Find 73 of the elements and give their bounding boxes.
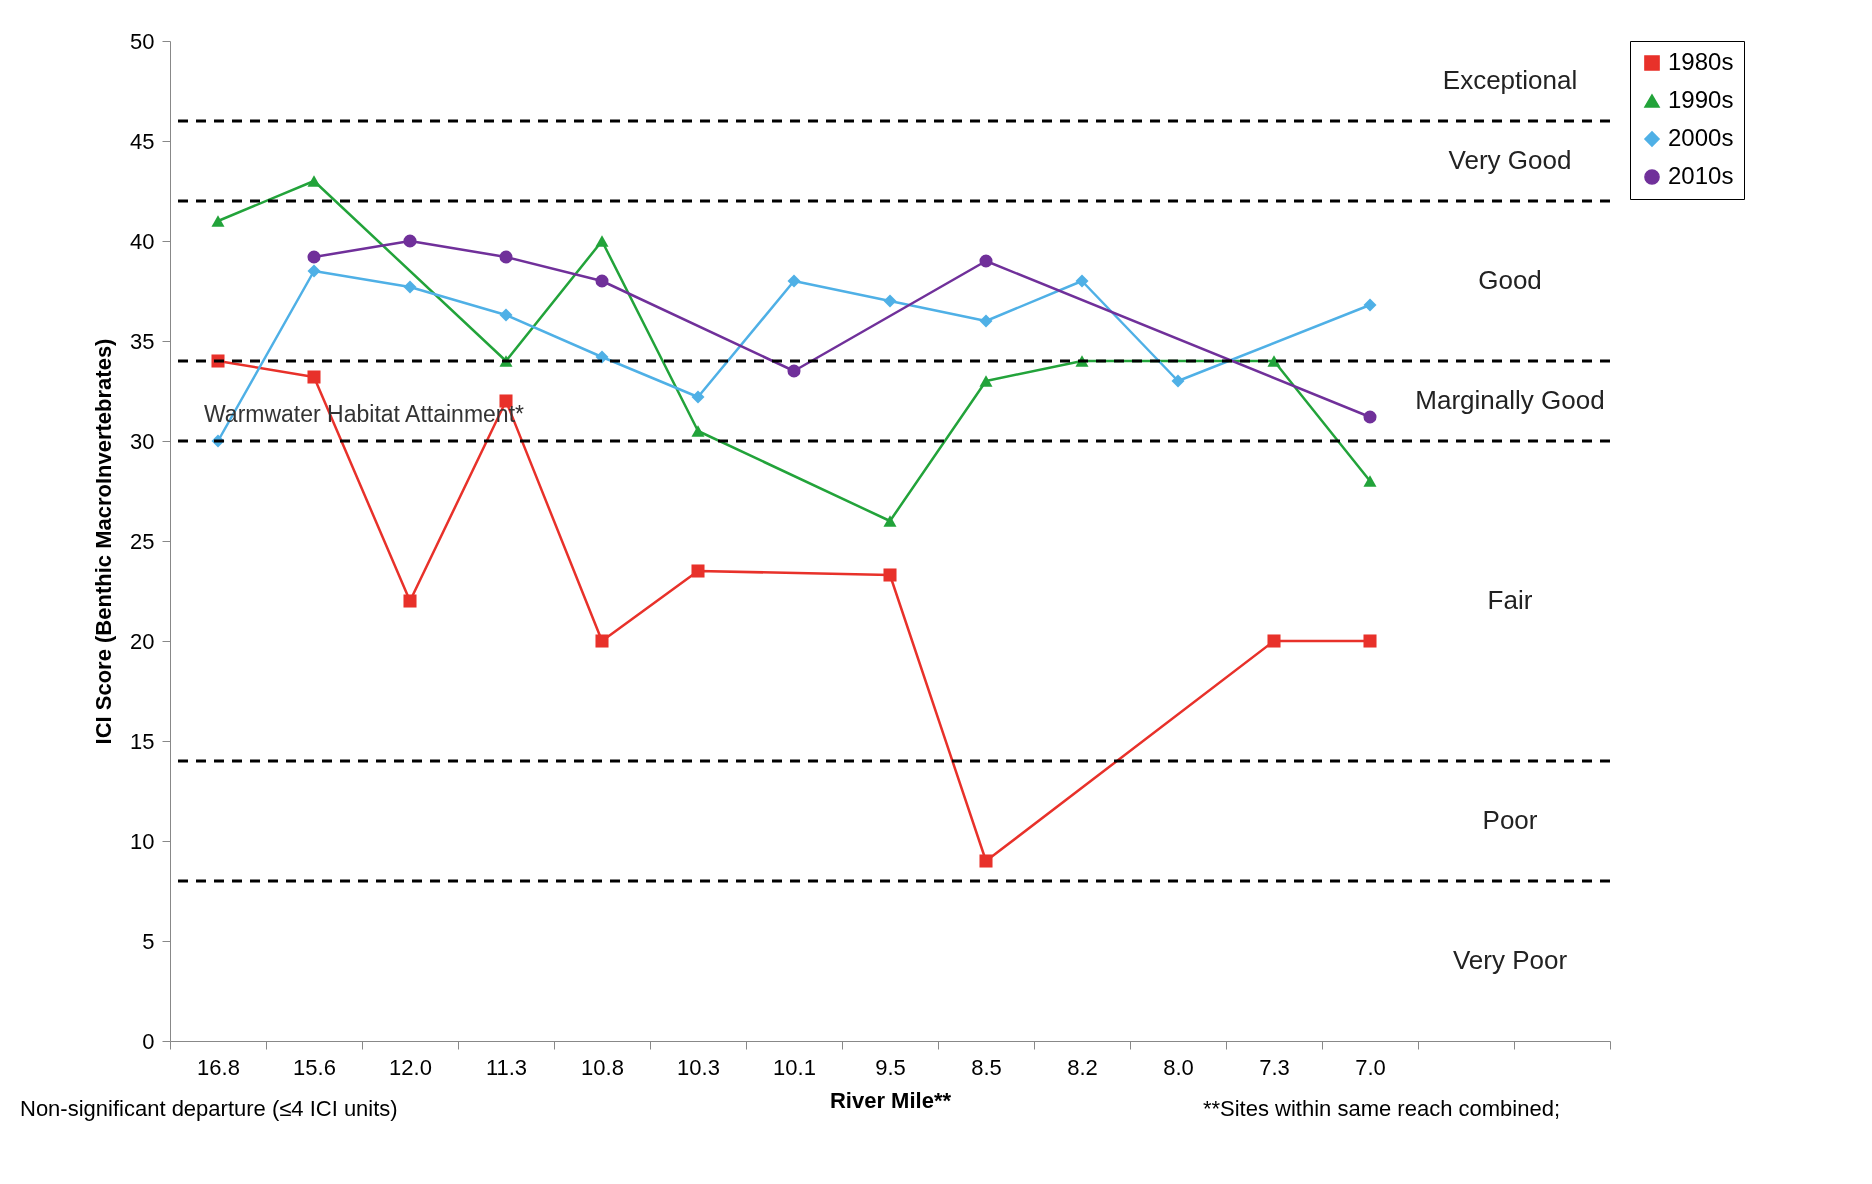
point (691, 564, 705, 578)
y-tick-label: 0 (142, 1028, 155, 1054)
point (979, 854, 993, 868)
point (1363, 410, 1377, 424)
point (1171, 374, 1185, 388)
point (1267, 634, 1281, 648)
point (1363, 475, 1377, 487)
text: **Sites within same reach combined; (1202, 1096, 1560, 1121)
y-tick-label: 15 (130, 728, 155, 754)
point (307, 250, 321, 264)
annotation: Marginally Good (1415, 385, 1605, 415)
point (403, 594, 417, 608)
y-tick-label: 20 (130, 628, 155, 654)
point (595, 235, 609, 247)
point (979, 314, 993, 328)
x-tick-label: 10.8 (581, 1054, 624, 1080)
x-tick-label: 7.3 (1259, 1054, 1290, 1080)
legend-label: 1980s (1668, 48, 1734, 75)
point (787, 274, 801, 288)
point (883, 294, 897, 308)
y-tick-label: 30 (130, 428, 155, 454)
point (595, 350, 609, 364)
point (1363, 634, 1377, 648)
point (979, 375, 993, 387)
text: Non-significant departure (≤4 ICI units) (20, 1096, 398, 1121)
point (883, 515, 897, 527)
y-tick-label: 40 (130, 228, 155, 254)
point (307, 264, 321, 278)
point (691, 425, 705, 437)
legend-label: 2010s (1668, 162, 1734, 189)
point (499, 308, 513, 322)
x-tick-label: 8.5 (971, 1054, 1002, 1080)
point (595, 634, 609, 648)
annotation: Very Good (1448, 145, 1572, 175)
annotation: Fair (1487, 585, 1533, 615)
x-axis-title: River Mile** (829, 1087, 952, 1113)
y-tick-label: 35 (130, 328, 155, 354)
point (979, 254, 993, 268)
x-tick-label: 9.5 (875, 1054, 906, 1080)
y-tick-label: 25 (130, 528, 155, 554)
point (403, 280, 417, 294)
x-tick-label: 12.0 (389, 1054, 432, 1080)
x-tick-label: 8.0 (1163, 1054, 1194, 1080)
point (1363, 298, 1377, 312)
y-tick-label: 10 (130, 828, 155, 854)
point (595, 274, 609, 288)
y-tick-label: 45 (130, 128, 155, 154)
point (307, 370, 321, 384)
point (403, 234, 417, 248)
x-tick-label: 10.1 (773, 1054, 816, 1080)
annotation: Good (1478, 265, 1542, 295)
x-tick-label: 16.8 (197, 1054, 240, 1080)
x-tick-label: 8.2 (1067, 1054, 1098, 1080)
point (1267, 355, 1281, 367)
point (499, 250, 513, 264)
x-tick-label: 15.6 (293, 1054, 336, 1080)
annotation: Poor (1482, 805, 1538, 835)
y-tick-label: 50 (130, 28, 155, 54)
legend-label: 2000s (1668, 124, 1734, 151)
annotation: Exceptional (1442, 65, 1578, 95)
y-tick-label: 5 (142, 928, 155, 954)
legend-label: 1990s (1668, 86, 1734, 113)
x-tick-label: 11.3 (485, 1054, 528, 1080)
annotation: Very Poor (1452, 945, 1568, 975)
y-axis-title: ICI Score (Benthic MacroInvertebrates) (91, 338, 117, 745)
point (1075, 274, 1089, 288)
x-tick-label: 7.0 (1355, 1054, 1386, 1080)
point (211, 215, 225, 227)
point (691, 390, 705, 404)
point (307, 175, 321, 187)
x-tick-label: 10.3 (677, 1054, 720, 1080)
point (883, 568, 897, 582)
point (787, 364, 801, 378)
